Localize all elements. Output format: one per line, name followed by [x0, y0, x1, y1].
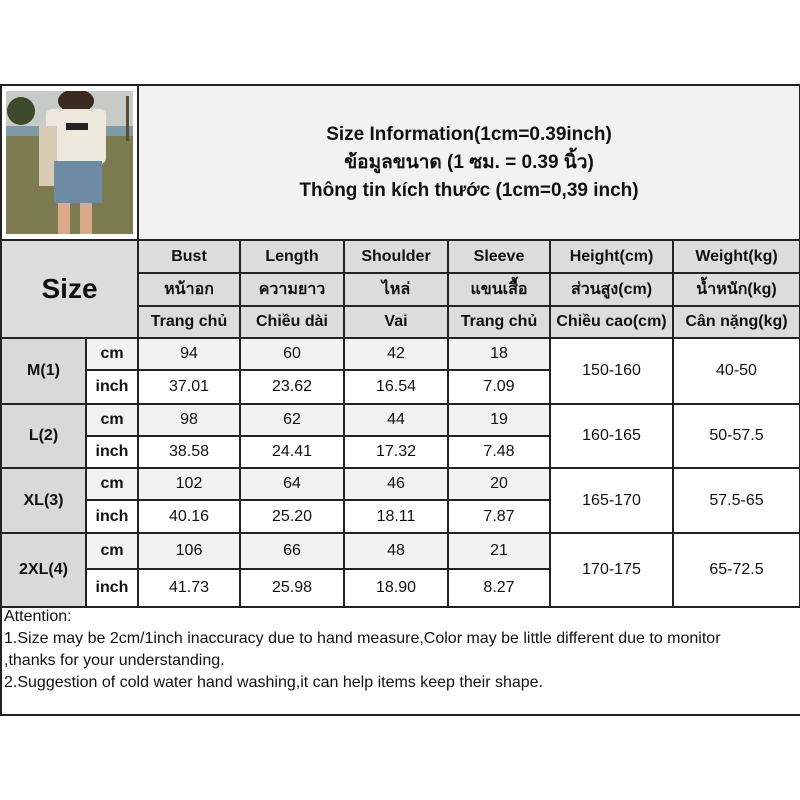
title-vietnamese: Thông tin kích thước (1cm=0,39 inch)	[299, 179, 639, 201]
weight-range: 65-72.5	[672, 532, 800, 608]
cm-value: 18	[447, 337, 551, 371]
unit-label: cm	[85, 403, 139, 437]
height-range: 150-160	[549, 337, 674, 405]
inch-value: 23.62	[239, 369, 345, 405]
unit-label: inch	[85, 435, 139, 469]
attention-line: 2.Suggestion of cold water hand washing,…	[4, 674, 543, 691]
table-row-inch: inch 40.16 25.20 18.11 7.87	[1, 499, 800, 534]
col-header-th: แขนเสื้อ	[447, 272, 551, 307]
cm-value: 46	[343, 467, 449, 501]
inch-value: 40.16	[137, 499, 241, 534]
table-row-cm: XL(3) cm 102 64 46 20 165-170 57.5-65	[0, 467, 800, 534]
unit-label: cm	[85, 467, 139, 501]
table-row-cm: L(2) cm 98 62 44 19 160-165 50-57.5	[0, 403, 800, 469]
unit-label: cm	[85, 337, 139, 371]
cm-value: 64	[239, 467, 345, 501]
title-thai: ข้อมูลขนาด (1 ซม. = 0.39 นิ้ว)	[344, 151, 594, 173]
size-label: M(1)	[0, 337, 87, 405]
size-info-title: Size Information(1cm=0.39inch) ข้อมูลขนา…	[137, 84, 800, 241]
attention-heading: Attention:	[4, 608, 72, 625]
col-header-vi: Trang chủ	[137, 305, 241, 339]
cm-value: 94	[137, 337, 241, 371]
col-header-th: ไหล่	[343, 272, 449, 307]
product-photo	[0, 84, 139, 241]
table-row-inch: inch 37.01 23.62 16.54 7.09	[1, 369, 800, 405]
col-header-en: Height(cm)	[549, 239, 674, 274]
inch-value: 38.58	[137, 435, 241, 469]
col-header-en: Length	[239, 239, 345, 274]
cm-value: 62	[239, 403, 345, 437]
inch-value: 25.20	[239, 499, 345, 534]
inch-value: 16.54	[343, 369, 449, 405]
weight-range: 57.5-65	[672, 467, 800, 534]
cm-value: 19	[447, 403, 551, 437]
height-range: 165-170	[549, 467, 674, 534]
cm-value: 98	[137, 403, 241, 437]
attention-note: Attention: 1.Size may be 2cm/1inch inacc…	[0, 606, 800, 716]
attention-line: 1.Size may be 2cm/1inch inaccuracy due t…	[4, 630, 721, 647]
inch-value: 7.09	[447, 369, 551, 405]
cm-value: 42	[343, 337, 449, 371]
col-header-vi: Vai	[343, 305, 449, 339]
weight-range: 50-57.5	[672, 403, 800, 469]
inch-value: 7.87	[447, 499, 551, 534]
col-header-th: ความยาว	[239, 272, 345, 307]
col-header-vi: Trang chủ	[447, 305, 551, 339]
cm-value: 48	[343, 532, 449, 570]
cm-value: 21	[447, 532, 551, 570]
col-header-en: Shoulder	[343, 239, 449, 274]
inch-value: 17.32	[343, 435, 449, 469]
cm-value: 20	[447, 467, 551, 501]
height-range: 160-165	[549, 403, 674, 469]
col-header-th: ส่วนสูง(cm)	[549, 272, 674, 307]
unit-label: cm	[85, 532, 139, 570]
col-header-th: น้ำหนัก(kg)	[672, 272, 800, 307]
attention-line: ,thanks for your understanding.	[4, 652, 225, 669]
inch-value: 37.01	[137, 369, 241, 405]
col-header-th: หน้าอก	[137, 272, 241, 307]
unit-label: inch	[85, 369, 139, 405]
table-row-cm: M(1) cm 94 60 42 18 150-160 40-50	[0, 337, 800, 405]
cm-value: 102	[137, 467, 241, 501]
col-header-vi: Chiều cao(cm)	[549, 305, 674, 339]
unit-label: inch	[85, 568, 139, 608]
size-table: Size Information(1cm=0.39inch) ข้อมูลขนา…	[0, 84, 800, 608]
col-header-en: Sleeve	[447, 239, 551, 274]
inch-value: 41.73	[137, 568, 241, 608]
table-row-inch: inch 38.58 24.41 17.32 7.48	[1, 435, 800, 469]
table-row-cm: 2XL(4) cm 106 66 48 21 170-175 65-72.5	[0, 532, 800, 608]
weight-range: 40-50	[672, 337, 800, 405]
size-header: Size	[0, 239, 139, 339]
size-label: XL(3)	[0, 467, 87, 534]
product-photo-image	[6, 91, 133, 234]
cm-value: 60	[239, 337, 345, 371]
col-header-vi: Cân nặng(kg)	[672, 305, 800, 339]
table-row-inch: inch 41.73 25.98 18.90 8.27	[1, 568, 800, 608]
inch-value: 8.27	[447, 568, 551, 608]
col-header-en: Bust	[137, 239, 241, 274]
inch-value: 24.41	[239, 435, 345, 469]
title-english: Size Information(1cm=0.39inch)	[326, 123, 612, 145]
size-chart: Size Information(1cm=0.39inch) ข้อมูลขนา…	[0, 84, 800, 608]
cm-value: 106	[137, 532, 241, 570]
inch-value: 7.48	[447, 435, 551, 469]
height-range: 170-175	[549, 532, 674, 608]
inch-value: 25.98	[239, 568, 345, 608]
cm-value: 66	[239, 532, 345, 570]
cm-value: 44	[343, 403, 449, 437]
col-header-vi: Chiều dài	[239, 305, 345, 339]
inch-value: 18.90	[343, 568, 449, 608]
size-label: L(2)	[0, 403, 87, 469]
col-header-en: Weight(kg)	[672, 239, 800, 274]
inch-value: 18.11	[343, 499, 449, 534]
unit-label: inch	[85, 499, 139, 534]
size-label: 2XL(4)	[0, 532, 87, 608]
